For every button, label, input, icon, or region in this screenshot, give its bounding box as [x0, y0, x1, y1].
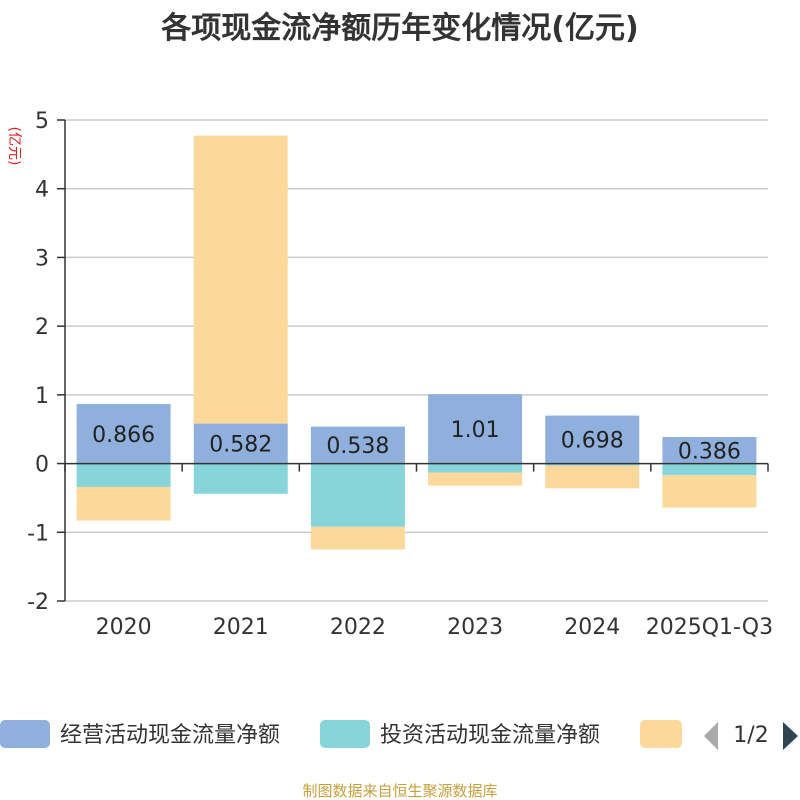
bar-value-label: 0.866: [92, 423, 155, 448]
y-tick-label: 2: [35, 315, 49, 340]
legend: 经营活动现金流量净额 投资活动现金流量净额 1/2: [0, 720, 798, 750]
bar-series0-2023[interactable]: [428, 394, 523, 464]
y-tick-label: 4: [35, 178, 49, 203]
y-tick-label: -1: [27, 521, 49, 546]
source-note: 制图数据来自恒生聚源数据库: [302, 782, 497, 800]
bar-series1-2023[interactable]: [428, 463, 523, 473]
bar-labels: 0.866 0.582 0.538 1.01 0.698 0.386: [92, 418, 741, 464]
x-tick-label: 2024: [564, 615, 620, 640]
bar-series2-2025Q1-Q3[interactable]: [662, 475, 757, 508]
bar-value-label: 0.386: [678, 439, 741, 464]
gridlines: [65, 119, 768, 602]
legend-swatch-investing: [320, 720, 370, 748]
bar-series2-2024[interactable]: [545, 465, 640, 489]
bar-series2-2020[interactable]: [76, 486, 171, 521]
chart-title: 各项现金流净额历年变化情况(亿元): [160, 11, 638, 46]
bar-series1-2022[interactable]: [310, 463, 405, 527]
y-tick-label: -2: [27, 590, 49, 615]
bar-value-label: 0.538: [326, 434, 389, 459]
x-tick-label: 2023: [447, 615, 503, 640]
legend-label-operating: 经营活动现金流量净额: [60, 723, 280, 748]
y-axis-ticks: -2 -1 0 1 2 3 4 5: [27, 109, 65, 615]
legend-item-investing[interactable]: 投资活动现金流量净额: [320, 720, 600, 748]
x-tick-label: 2025Q1-Q3: [646, 615, 773, 640]
bar-series0-2021[interactable]: [193, 423, 288, 464]
bar-series2-2023[interactable]: [428, 472, 523, 486]
bar-series1-2024[interactable]: [545, 463, 640, 466]
x-axis-ticks: 2020 2021 2022 2023 2024 2025Q1-Q3: [64, 463, 773, 640]
bar-series2-2021[interactable]: [193, 135, 288, 424]
y-tick-label: 0: [35, 453, 49, 478]
legend-prev-page-icon[interactable]: [704, 722, 718, 750]
bar-series0-2025Q1-Q3[interactable]: [662, 437, 757, 464]
legend-swatch-third: [640, 720, 682, 748]
legend-page-indicator: 1/2: [733, 723, 768, 748]
bar-series1-2020[interactable]: [76, 463, 171, 487]
bar-value-label: 0.582: [209, 433, 272, 458]
bar-series0-2020[interactable]: [76, 404, 171, 464]
bar-series0-2022[interactable]: [310, 426, 405, 464]
bar-value-label: 1.01: [451, 418, 500, 443]
legend-next-page-icon[interactable]: [783, 722, 798, 750]
axes: [64, 120, 768, 601]
bar-series0-2024[interactable]: [545, 415, 640, 464]
bar-value-label: 0.698: [561, 429, 624, 454]
bar-series1-2021[interactable]: [193, 463, 288, 494]
x-tick-label: 2021: [213, 615, 269, 640]
x-tick-label: 2020: [96, 615, 152, 640]
bar-series2-2022[interactable]: [310, 526, 405, 550]
legend-swatch-operating: [0, 720, 50, 748]
bars: [76, 135, 757, 550]
y-axis-label: (亿元): [6, 127, 22, 166]
legend-label-investing: 投资活动现金流量净额: [380, 723, 600, 748]
y-tick-label: 3: [35, 246, 49, 271]
legend-item-operating[interactable]: 经营活动现金流量净额: [0, 720, 280, 748]
y-tick-label: 1: [35, 384, 49, 409]
legend-item-third[interactable]: [640, 720, 682, 748]
y-tick-label: 5: [35, 109, 49, 134]
x-tick-label: 2022: [330, 615, 386, 640]
bar-series1-2025Q1-Q3[interactable]: [662, 463, 757, 476]
